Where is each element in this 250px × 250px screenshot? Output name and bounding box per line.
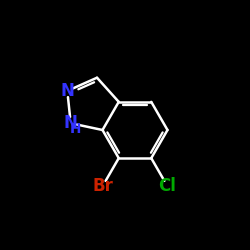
Text: H: H xyxy=(70,122,81,136)
Text: Cl: Cl xyxy=(158,177,176,195)
Text: Br: Br xyxy=(92,177,113,195)
Text: N: N xyxy=(64,114,78,132)
Text: N: N xyxy=(60,82,74,100)
